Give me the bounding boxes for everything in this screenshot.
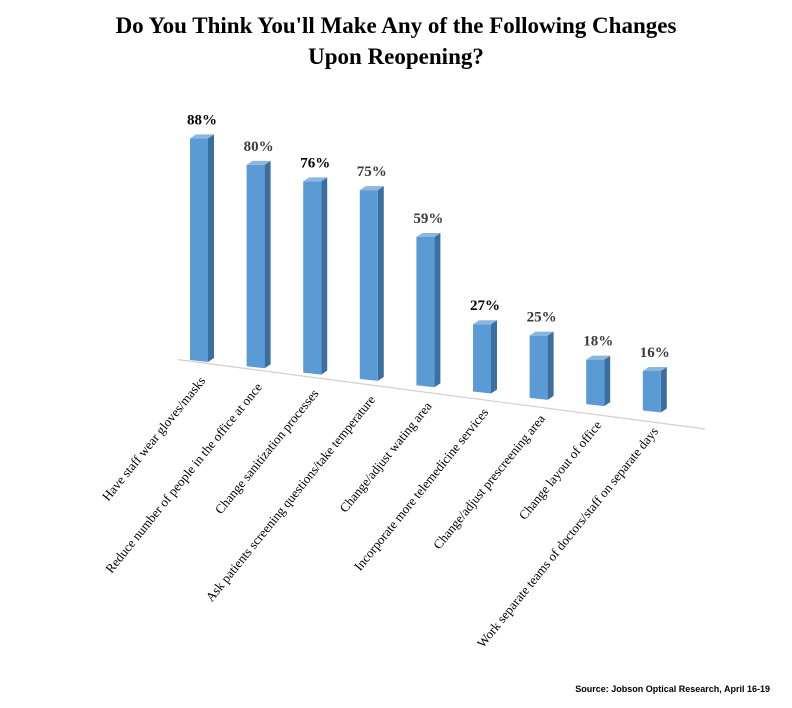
data-label-6: 27% [470, 298, 500, 314]
chart-title-line-2: Upon Reopening? [308, 44, 484, 69]
category-label-7: Change/adjust prescreening area [430, 411, 548, 552]
bar-front-2 [246, 164, 265, 369]
bar-side-9 [660, 367, 667, 413]
data-label-4: 75% [357, 164, 387, 180]
bar-6 [473, 320, 497, 394]
bar-top-2 [246, 160, 271, 165]
data-label-5: 59% [413, 211, 443, 227]
bar-top-9 [642, 367, 667, 372]
bar-side-2 [264, 160, 271, 369]
data-label-1: 88% [187, 112, 217, 128]
bar-3 [303, 177, 328, 375]
bar-top-1 [190, 134, 214, 139]
bar-9 [642, 367, 667, 413]
bar-front-7 [529, 335, 548, 400]
bar-front-1 [190, 138, 208, 362]
bar-front-6 [473, 324, 491, 394]
bar-7 [529, 331, 554, 400]
bar-front-8 [586, 359, 605, 407]
bar-top-4 [359, 186, 384, 191]
bar-top-6 [473, 320, 497, 325]
bar-front-3 [303, 181, 322, 375]
data-label-7: 25% [527, 310, 557, 326]
chart-baseline [177, 359, 706, 430]
chart-title-line-1: Do You Think You'll Make Any of the Foll… [115, 13, 677, 38]
data-label-9: 16% [640, 345, 670, 361]
chart-title: Do You Think You'll Make Any of the Foll… [0, 10, 792, 72]
bar-8 [586, 355, 611, 407]
category-label-3: Change sanitization processes [212, 386, 322, 517]
bar-side-6 [491, 320, 497, 394]
bar-top-8 [586, 355, 611, 360]
data-label-8: 18% [583, 334, 613, 350]
bar-side-4 [377, 186, 384, 381]
bar-front-4 [359, 190, 378, 381]
bar-top-5 [416, 232, 441, 237]
bar-side-5 [434, 232, 441, 388]
bar-4 [359, 186, 384, 381]
data-label-3: 76% [300, 155, 330, 171]
bar-2 [246, 160, 271, 369]
bar-front-5 [416, 236, 435, 388]
data-label-2: 80% [244, 139, 274, 155]
bar-side-3 [321, 177, 328, 375]
bar-side-7 [547, 331, 554, 400]
bar-top-3 [303, 177, 328, 182]
bar-front-9 [642, 371, 661, 413]
source-note: Source: Jobson Optical Research, April 1… [575, 684, 770, 694]
bar-1 [190, 134, 214, 362]
bar-side-8 [604, 355, 611, 407]
bar-top-7 [529, 331, 554, 336]
bar-5 [416, 232, 441, 388]
bar-side-1 [208, 134, 214, 362]
category-label-6: Incorporate more telemedicine services [351, 405, 491, 573]
category-label-1: Have staff wear gloves/masks [99, 373, 208, 503]
